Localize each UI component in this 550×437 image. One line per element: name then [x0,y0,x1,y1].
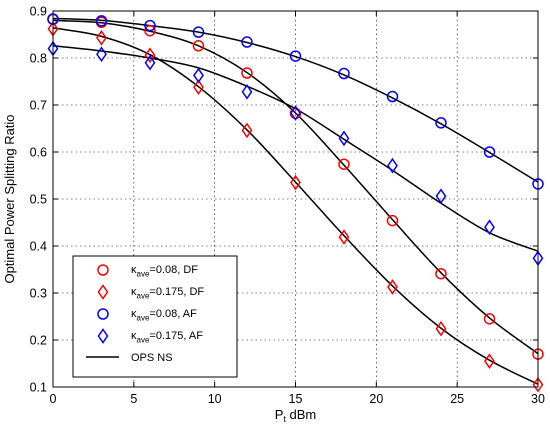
diamond-data-point [484,353,495,369]
x-tick-label: 5 [130,392,137,406]
y-tick-label: 0.6 [30,146,47,160]
circle-data-point [338,158,350,170]
diamond-data-point [338,229,350,245]
legend-circle-marker [97,308,109,320]
circle-data-point [338,67,350,80]
y-tick-label: 0.7 [30,99,47,113]
curve-layer [52,17,539,385]
diamond-data-point [435,320,447,337]
circle-data-point [483,146,496,158]
y-tick-label: 0.2 [30,334,47,348]
diamond-data-point [144,47,156,63]
diamond-data-point [387,279,398,295]
circle-data-point [144,24,156,37]
diamond-data-point [193,79,204,95]
x-tick-label: 20 [369,392,383,406]
diamond-data-point [241,84,253,100]
circle-data-point [386,90,399,103]
legend-label: κave=0.08, AF [131,308,197,323]
legend-diamond-marker [97,328,109,344]
circle-data-point [241,67,253,79]
diamond-data-point [532,376,544,393]
diamond-data-point [435,188,447,204]
diamond-data-point [193,67,204,84]
diamond-data-point [387,157,398,174]
y-tick-label: 0.1 [30,381,47,395]
circle-data-point [95,15,108,27]
x-axis-label: Pt dBm [275,407,317,424]
diamond-data-point [484,219,495,236]
circle-data-point [144,19,156,32]
legend-label: κave=0.175, DF [131,286,204,301]
ops-ns-curve [52,19,539,355]
x-tick-label: 15 [289,392,303,406]
circle-data-point [435,267,447,280]
y-axis-label: Optimal Power Splitting Ratio [2,114,17,283]
diamond-data-point [144,54,156,71]
diamond-data-point [290,174,301,191]
y-tick-label: 0.5 [30,193,47,207]
legend-label: OPS NS [131,352,173,364]
legend-items: κave=0.08, DF κave=0.175, DF κave=0.08, AF… [86,264,204,364]
legend-diamond-marker [97,284,109,300]
legend: κave=0.08, DF κave=0.175, DF κave=0.08, AF… [72,255,238,378]
diamond-data-point [290,105,301,121]
circle-data-point [386,214,399,227]
y-tick-label: 0.4 [30,240,47,254]
y-tick-label: 0.8 [30,52,47,66]
y-tick-label: 0.3 [30,287,47,301]
x-tick-label: 30 [531,392,545,406]
x-tick-label: 0 [50,392,57,406]
diamond-data-point [338,130,350,147]
ops-ns-curve [52,17,539,183]
x-tick-label: 25 [450,392,464,406]
tick-layer: 0 5 10 15 20 25 30 0.1 0.2 0.3 0.4 0.5 0.6 0.7 0.8 0.9 [30,5,545,407]
diamond-data-point [96,29,107,46]
legend-label: κave=0.08, DF [131,264,198,279]
diamond-data-point [96,46,107,63]
circle-data-point [435,117,447,129]
legend-label: κave=0.175, AF [131,330,203,345]
circle-data-point [192,40,205,52]
circle-data-point [241,36,253,48]
ops-ns-curve [52,27,539,385]
circle-data-point [192,26,205,38]
circle-data-point [483,313,496,325]
x-tick-label: 10 [208,392,222,406]
legend-circle-marker [97,264,109,276]
diamond-data-point [241,122,253,139]
ops-ns-curve [52,45,539,252]
y-tick-label: 0.9 [30,5,47,19]
circle-data-point [289,50,302,62]
